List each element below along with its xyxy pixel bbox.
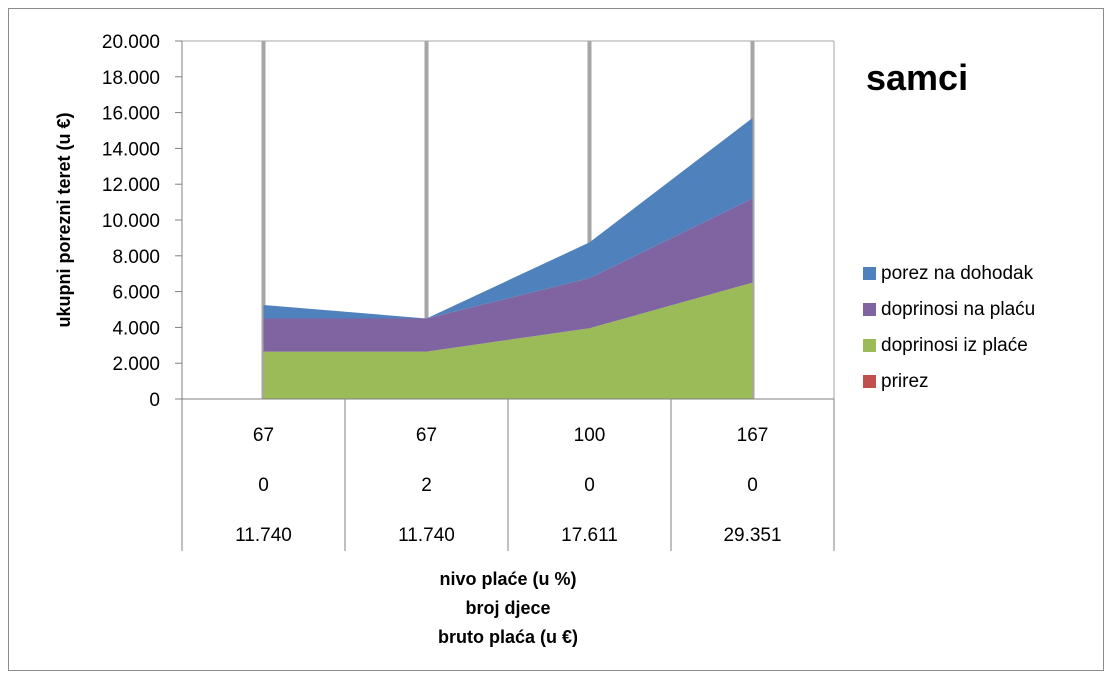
legend-swatch-porez-na-dohodak xyxy=(863,267,876,280)
chart-title: samci xyxy=(866,57,968,98)
y-tick-label: 14.000 xyxy=(102,139,160,160)
category-label-row2: 0 xyxy=(584,475,595,496)
y-axis-title: ukupni porezni teret (u €) xyxy=(54,112,74,327)
legend-label-doprinosi-iz-pla-e: doprinosi iz plaće xyxy=(881,335,1028,356)
category-label-row3: 29.351 xyxy=(723,525,781,546)
category-label-row2: 0 xyxy=(747,475,758,496)
y-tick-label: 6.000 xyxy=(112,283,160,304)
category-table: 67 67 100 167 0 2 0 0 11.740 11.740 17.611 29.351 xyxy=(181,399,835,551)
y-tick-label: 20.000 xyxy=(102,32,160,53)
y-tick-labels: 0 2.000 4.000 6.000 8.000 10.000 12.000 14.000 1… xyxy=(102,32,182,411)
y-tick-label: 18.000 xyxy=(102,68,160,89)
y-tick-label: 2.000 xyxy=(112,354,160,375)
category-label-row1: 100 xyxy=(574,425,606,446)
x-axis-title-line-3: bruto plaća (u €) xyxy=(438,627,578,647)
legend-label-porez-na-dohodak: porez na dohodak xyxy=(881,263,1034,284)
y-tick-label: 4.000 xyxy=(112,318,160,339)
category-label-row3: 11.740 xyxy=(235,525,292,546)
legend-swatch-doprinosi-na-pla-u xyxy=(863,303,876,316)
x-axis-title-line-2: broj djece xyxy=(465,598,550,618)
x-axis-title-line-1: nivo plaće (u %) xyxy=(439,569,576,589)
area-doprinosi-iz-pla-e xyxy=(263,282,753,399)
y-tick-label: 8.000 xyxy=(112,247,160,268)
legend-label-prirez: prirez xyxy=(881,371,929,392)
legend-swatch-doprinosi-iz-pla-e xyxy=(863,339,876,352)
legend-label-doprinosi-na-pla-u: doprinosi na plaću xyxy=(881,299,1035,320)
category-label-row1: 67 xyxy=(253,425,274,446)
category-label-row1: 167 xyxy=(737,425,769,446)
area-series-group xyxy=(263,117,753,399)
y-tick-label: 10.000 xyxy=(102,211,160,232)
legend: porez na dohodak doprinosi na plaću doprin… xyxy=(863,263,1035,392)
y-tick-label: 12.000 xyxy=(102,175,160,196)
category-label-row1: 67 xyxy=(416,425,437,446)
category-label-row3: 17.611 xyxy=(561,525,618,546)
category-label-row2: 0 xyxy=(258,475,269,496)
y-tick-label: 0 xyxy=(149,390,160,411)
area-porez-na-dohodak xyxy=(263,117,753,319)
legend-swatch-prirez xyxy=(863,375,876,388)
category-label-row2: 2 xyxy=(421,475,432,496)
y-tick-label: 16.000 xyxy=(102,104,160,125)
category-label-row3: 11.740 xyxy=(398,525,455,546)
area-doprinosi-na-pla-u xyxy=(263,198,753,352)
